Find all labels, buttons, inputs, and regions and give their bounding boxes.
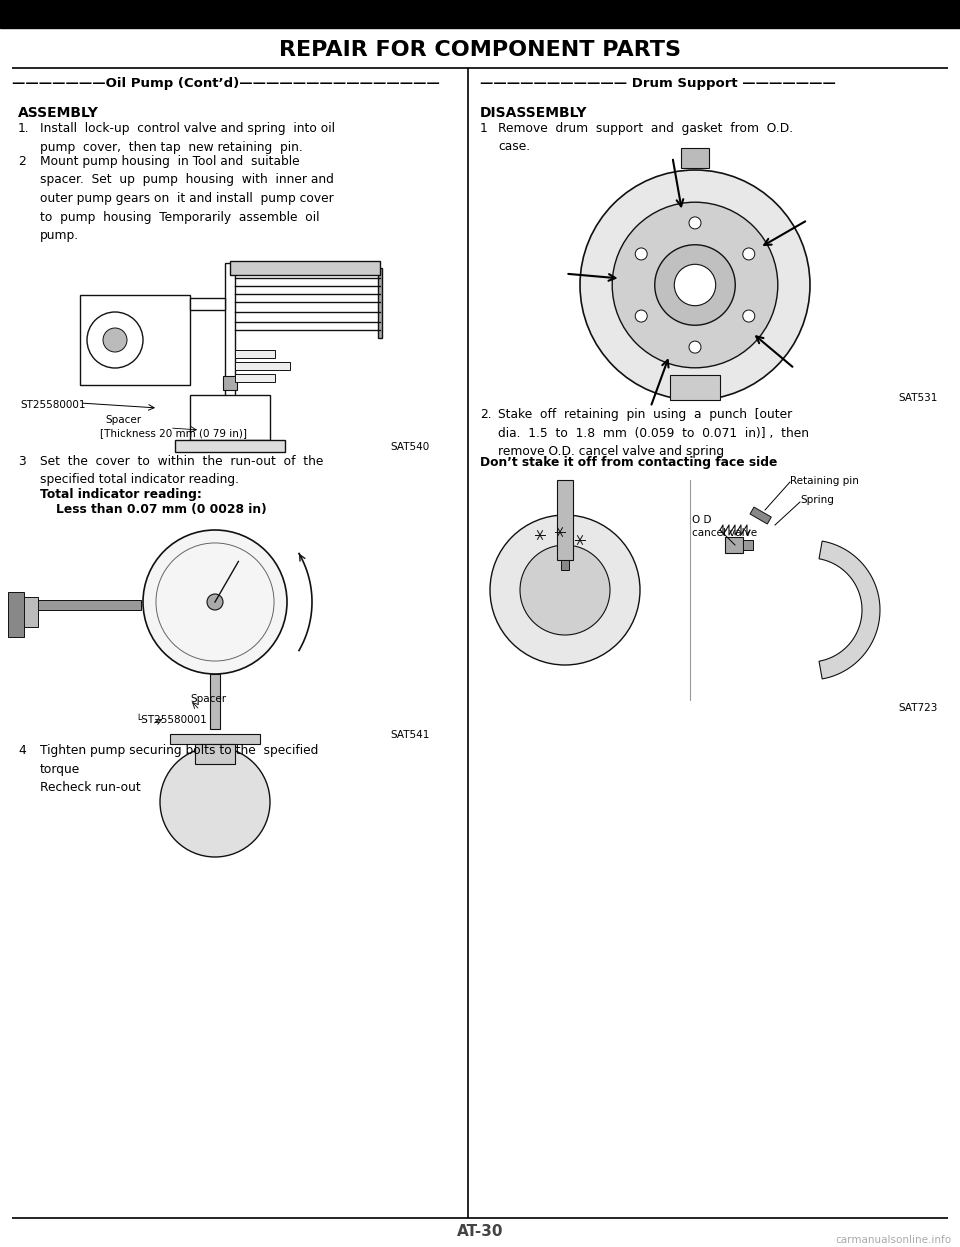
Text: 2: 2: [18, 155, 26, 168]
Bar: [225, 263, 235, 438]
Circle shape: [207, 594, 223, 610]
Bar: [190, 395, 270, 440]
Text: [Thickness 20 mm (0 79 in)]: [Thickness 20 mm (0 79 in)]: [100, 428, 247, 438]
Circle shape: [743, 248, 755, 259]
Text: Retaining pin: Retaining pin: [790, 476, 859, 486]
Circle shape: [743, 311, 755, 322]
Bar: [210, 673, 220, 729]
Text: Mount pump housing  in Tool and  suitable
spacer.  Set  up  pump  housing  with : Mount pump housing in Tool and suitable …: [40, 155, 334, 242]
Text: O D: O D: [692, 515, 711, 525]
Bar: [0, 0, 960, 27]
Text: Total indicator reading:: Total indicator reading:: [40, 488, 202, 501]
Text: ———————Oil Pump (Cont’d)———————————————: ———————Oil Pump (Cont’d)———————————————: [12, 77, 440, 91]
Bar: [8, 592, 24, 637]
Text: Set  the  cover  to  within  the  run-out  of  the
specified total indicator rea: Set the cover to within the run-out of t…: [40, 455, 324, 486]
Text: Install  lock-up  control valve and spring  into oil
pump  cover,  then tap  new: Install lock-up control valve and spring…: [40, 122, 335, 153]
Circle shape: [636, 311, 647, 322]
Circle shape: [689, 217, 701, 229]
Bar: [681, 148, 709, 168]
Circle shape: [143, 530, 287, 673]
Bar: [20, 597, 38, 627]
Text: ——————————— Drum Support ———————: ——————————— Drum Support ———————: [480, 77, 836, 91]
Circle shape: [636, 248, 647, 259]
Circle shape: [689, 342, 701, 353]
Bar: [80, 296, 190, 385]
Text: SAT541: SAT541: [391, 729, 430, 739]
Text: 3: 3: [18, 455, 26, 468]
Bar: [223, 377, 237, 390]
Text: ST25580001: ST25580001: [20, 400, 85, 410]
Circle shape: [87, 312, 143, 368]
Bar: [743, 540, 753, 550]
Text: DISASSEMBLY: DISASSEMBLY: [480, 106, 588, 120]
Bar: [670, 375, 720, 400]
Circle shape: [580, 170, 810, 400]
Text: Stake  off  retaining  pin  using  a  punch  [outer
dia.  1.5  to  1.8  mm  (0.0: Stake off retaining pin using a punch [o…: [498, 408, 809, 458]
Circle shape: [490, 515, 640, 665]
Text: SAT540: SAT540: [391, 441, 430, 451]
Bar: [561, 560, 569, 570]
Text: Spring: Spring: [800, 495, 834, 505]
Circle shape: [520, 545, 610, 635]
Bar: [175, 440, 285, 451]
Circle shape: [674, 264, 716, 306]
Text: 1: 1: [480, 122, 488, 135]
Text: Remove  drum  support  and  gasket  from  O.D.
case.: Remove drum support and gasket from O.D.…: [498, 122, 793, 153]
Text: AT-30: AT-30: [457, 1225, 503, 1240]
Text: Less than 0.07 mm (0 0028 in): Less than 0.07 mm (0 0028 in): [56, 503, 267, 516]
Bar: [557, 480, 573, 560]
Text: Spacer: Spacer: [105, 415, 141, 425]
Bar: [750, 508, 771, 524]
Text: 1.: 1.: [18, 122, 30, 135]
Bar: [725, 537, 743, 552]
Circle shape: [655, 244, 735, 325]
Bar: [235, 362, 290, 370]
Text: Tighten pump securing bolts to the  specified
torque
Recheck run-out: Tighten pump securing bolts to the speci…: [40, 744, 319, 794]
Text: ASSEMBLY: ASSEMBLY: [18, 106, 99, 120]
Polygon shape: [819, 541, 880, 678]
Text: SAT723: SAT723: [899, 703, 938, 713]
Text: SAT531: SAT531: [899, 393, 938, 403]
Bar: [195, 744, 235, 764]
Circle shape: [612, 202, 778, 368]
Text: cancel valve: cancel valve: [692, 527, 757, 537]
Bar: [235, 374, 275, 382]
Text: Spacer: Spacer: [190, 695, 227, 705]
Text: Don’t stake it off from contacting face side: Don’t stake it off from contacting face …: [480, 456, 778, 469]
Text: 2.: 2.: [480, 408, 492, 421]
Bar: [170, 734, 260, 744]
Bar: [235, 350, 275, 358]
Text: └ST25580001: └ST25580001: [135, 715, 206, 725]
Bar: [20, 600, 141, 610]
Text: 4: 4: [18, 744, 26, 757]
Circle shape: [160, 747, 270, 857]
Bar: [378, 268, 382, 338]
Bar: [230, 261, 380, 276]
Circle shape: [103, 328, 127, 352]
Text: carmanualsonline.info: carmanualsonline.info: [835, 1235, 951, 1245]
Text: REPAIR FOR COMPONENT PARTS: REPAIR FOR COMPONENT PARTS: [279, 40, 681, 60]
Bar: [190, 298, 225, 311]
